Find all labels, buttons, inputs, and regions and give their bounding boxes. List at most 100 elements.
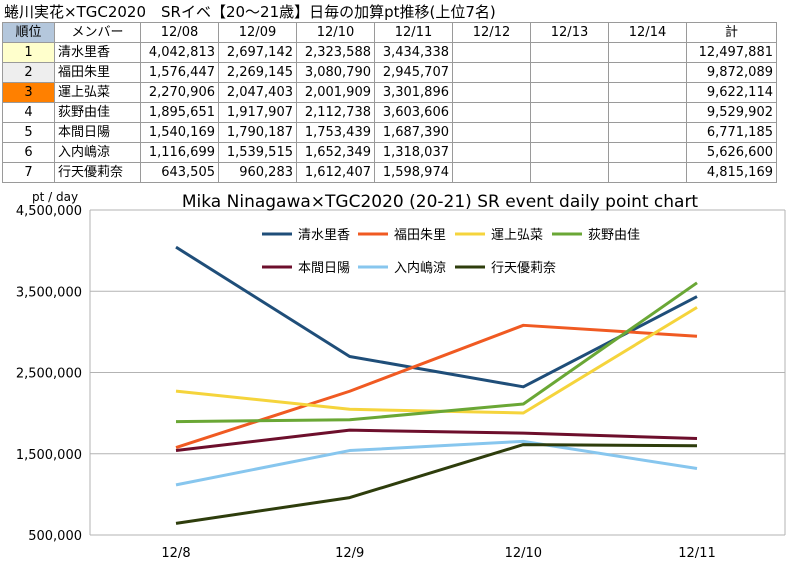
- series-line: [175, 306, 698, 415]
- daily-points-cell: [452, 122, 531, 143]
- daily-points-cell: [452, 42, 531, 63]
- daily-points-cell: [608, 102, 687, 123]
- rank-cell: 4: [2, 102, 55, 123]
- legend-item: 荻野由佳: [552, 228, 640, 243]
- x-tick-label: 12/10: [505, 546, 542, 561]
- total-cell: 5,626,600: [686, 142, 777, 163]
- daily-points-cell: [530, 122, 609, 143]
- daily-points-cell: [452, 62, 531, 83]
- legend-label: 入内嶋涼: [394, 260, 446, 276]
- daily-points-cell: 1,576,447: [140, 62, 219, 83]
- member-name-cell: 運上弘菜: [54, 82, 141, 103]
- table-row: 7 行天優莉奈 643,505 960,283 1,612,407 1,598,974 4,…: [2, 162, 777, 183]
- daily-points-cell: 3,603,606: [374, 102, 453, 123]
- member-name-cell: 福田朱里: [54, 62, 141, 83]
- header-cell: 12/12: [452, 22, 531, 43]
- y-tick-label: 2,500,000: [16, 367, 82, 382]
- total-cell: 9,622,114: [686, 82, 777, 103]
- daily-points-cell: 1,790,187: [218, 122, 297, 143]
- daily-points-cell: 4,042,813: [140, 42, 219, 63]
- daily-points-cell: 1,318,037: [374, 142, 453, 163]
- daily-points-cell: [452, 142, 531, 163]
- y-tick-label: 3,500,000: [16, 285, 82, 300]
- header-cell: 12/08: [140, 22, 219, 43]
- header-cell: 12/11: [374, 22, 453, 43]
- daily-points-cell: 2,697,142: [218, 42, 297, 63]
- x-tick-label: 12/8: [161, 546, 190, 561]
- series-line: [175, 439, 698, 487]
- legend-label: 行天優莉奈: [491, 261, 556, 276]
- member-name-cell: 行天優莉奈: [54, 162, 141, 183]
- legend-label: 運上弘菜: [491, 228, 543, 243]
- series-lines: [175, 245, 698, 525]
- daily-points-cell: 3,434,338: [374, 42, 453, 63]
- daily-points-cell: 1,539,515: [218, 142, 297, 163]
- daily-points-cell: 1,652,349: [296, 142, 375, 163]
- series-line: [175, 323, 698, 449]
- member-name-cell: 荻野由佳: [54, 102, 141, 123]
- daily-points-cell: [530, 82, 609, 103]
- daily-points-cell: 1,116,699: [140, 142, 219, 163]
- daily-points-cell: [608, 122, 687, 143]
- member-name-cell: 本間日陽: [54, 122, 141, 143]
- daily-points-cell: 2,001,909: [296, 82, 375, 103]
- table-row: 2 福田朱里 1,576,447 2,269,145 3,080,790 2,945,70…: [2, 62, 777, 83]
- y-tick-label: 4,500,000: [16, 204, 82, 219]
- header-cell: メンバー: [54, 22, 141, 43]
- table-header-row: 順位 メンバー 12/08 12/09 12/10 12/11 12/12 12/13 12/1…: [2, 22, 777, 43]
- daily-points-cell: 2,112,738: [296, 102, 375, 123]
- legend-item: 運上弘菜: [455, 228, 543, 243]
- header-cell: 計: [686, 22, 777, 43]
- table-row: 4 荻野由佳 1,895,651 1,917,907 2,112,738 3,603,60…: [2, 102, 777, 123]
- daily-points-cell: [608, 42, 687, 63]
- legend-label: 清水里香: [298, 228, 350, 243]
- legend-label: 荻野由佳: [588, 228, 640, 243]
- daily-points-cell: [530, 62, 609, 83]
- legend-item: 行天優莉奈: [455, 261, 556, 276]
- table-row: 6 入内嶋涼 1,116,699 1,539,515 1,652,349 1,318,03…: [2, 142, 777, 163]
- x-axis: 12/8 12/9 12/10 12/11: [161, 546, 715, 561]
- total-cell: 4,815,169: [686, 162, 777, 183]
- daily-points-cell: 2,945,707: [374, 62, 453, 83]
- daily-points-cell: [452, 162, 531, 183]
- series-line: [175, 428, 698, 452]
- total-cell: 6,771,185: [686, 122, 777, 143]
- rank-cell: 1: [2, 42, 55, 63]
- rank-cell: 2: [2, 62, 55, 83]
- legend-label: 本間日陽: [298, 261, 350, 276]
- y-axis: 500,000 1,500,000 2,500,000 3,500,000 4,500,…: [16, 204, 82, 544]
- member-name-cell: 入内嶋涼: [54, 142, 141, 163]
- line-chart: 500,000 1,500,000 2,500,000 3,500,000 4,500,…: [16, 190, 786, 561]
- table-row: 1 清水里香 4,042,813 2,697,142 2,323,588 3,434,33…: [2, 42, 777, 63]
- daily-points-cell: 2,323,588: [296, 42, 375, 63]
- daily-points-cell: 1,598,974: [374, 162, 453, 183]
- daily-points-cell: 1,753,439: [296, 122, 375, 143]
- total-cell: 12,497,881: [686, 42, 777, 63]
- daily-points-cell: 1,895,651: [140, 102, 219, 123]
- daily-points-cell: [530, 102, 609, 123]
- daily-points-cell: 3,080,790: [296, 62, 375, 83]
- chart-title: Mika Ninagawa×TGC2020 (20-21) SR event d…: [182, 192, 699, 212]
- daily-points-cell: 2,269,145: [218, 62, 297, 83]
- daily-points-cell: 1,917,907: [218, 102, 297, 123]
- daily-points-cell: 960,283: [218, 162, 297, 183]
- legend-item: 入内嶋涼: [358, 260, 446, 276]
- rank-cell: 6: [2, 142, 55, 163]
- daily-points-cell: [530, 162, 609, 183]
- rank-cell: 3: [2, 82, 55, 103]
- daily-points-cell: 1,687,390: [374, 122, 453, 143]
- series-line: [175, 281, 698, 424]
- daily-points-cell: 3,301,896: [374, 82, 453, 103]
- daily-points-cell: [608, 142, 687, 163]
- table-title: 蜷川実花×TGC2020 SRイベ【20～21歳】日毎の加算pt推移(上位7名): [4, 3, 496, 21]
- x-tick-label: 12/9: [335, 546, 364, 561]
- x-tick-label: 12/11: [678, 546, 715, 561]
- rank-cell: 7: [2, 162, 55, 183]
- daily-points-cell: 2,270,906: [140, 82, 219, 103]
- legend-item: 清水里香: [262, 228, 350, 243]
- header-cell: 12/10: [296, 22, 375, 43]
- legend-label: 福田朱里: [394, 228, 446, 243]
- header-cell: 12/13: [530, 22, 609, 43]
- header-cell: 順位: [2, 22, 55, 43]
